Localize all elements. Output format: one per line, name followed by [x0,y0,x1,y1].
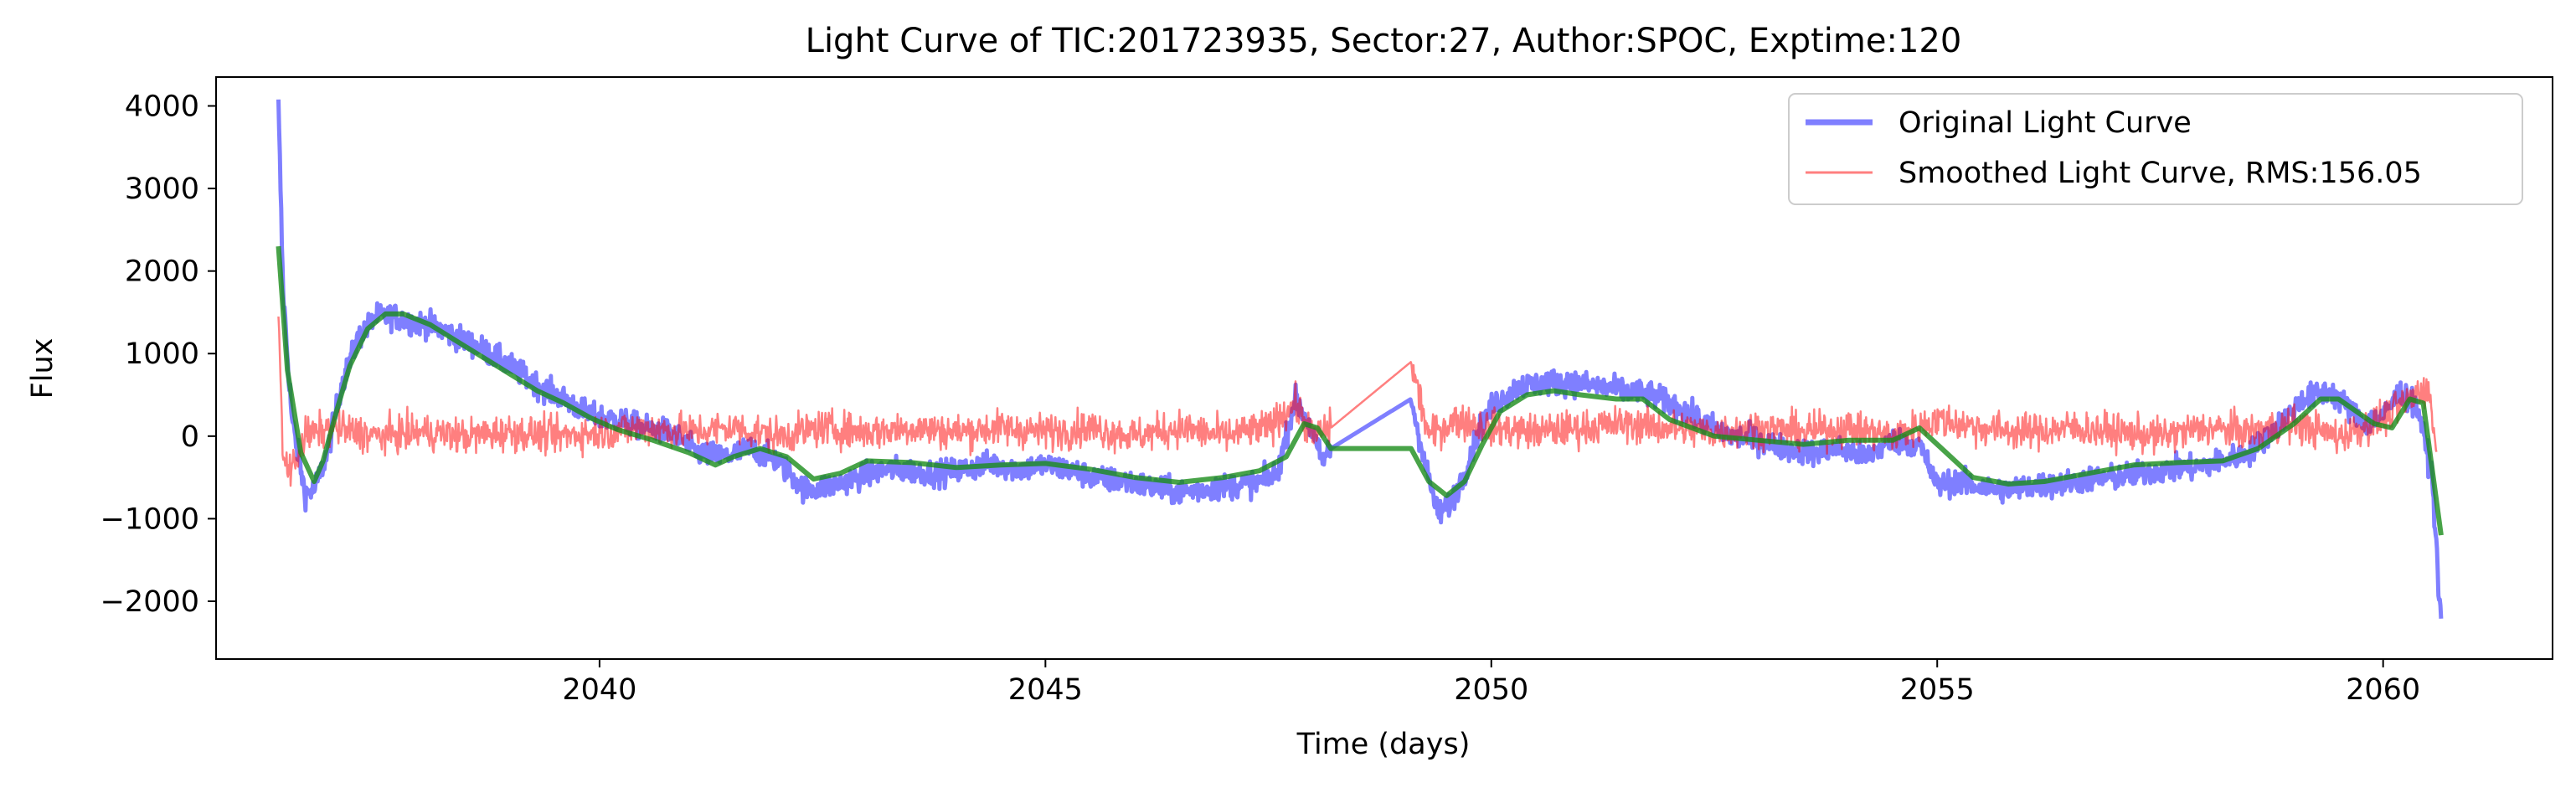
legend-box [1788,93,2523,205]
chart-title: Light Curve of TIC:201723935, Sector:27,… [806,22,1962,60]
y-tick-label: −2000 [100,585,199,619]
series-layer [276,99,2444,619]
y-tick-label: 1000 [125,337,199,371]
y-tick-label: 3000 [125,173,199,206]
legend-label-original: Original Light Curve [1899,106,2192,140]
y-tick-label: 2000 [125,255,199,289]
x-axis-label: Time (days) [1296,728,1471,761]
y-tick-label: −1000 [100,502,199,536]
x-tick-label: 2060 [2346,673,2420,707]
series-line-1 [277,316,2438,487]
legend-label-smoothed: Smoothed Light Curve, RMS:156.05 [1899,157,2422,190]
x-axis: 2040 2045 2050 2055 2060 [562,659,2420,707]
y-tick-label: 0 [181,420,199,454]
legend: Original Light Curve Smoothed Light Curv… [1788,93,2523,205]
x-tick-label: 2055 [1900,673,1975,707]
y-axis-label: Flux [26,338,59,399]
series-line-2 [276,245,2444,536]
x-tick-label: 2045 [1008,673,1083,707]
x-tick-label: 2040 [562,673,636,707]
y-axis: −2000 −1000 0 1000 2000 3000 4000 [100,90,216,619]
plot-frame [215,76,2553,660]
x-tick-label: 2050 [1454,673,1528,707]
y-tick-label: 4000 [125,90,199,124]
